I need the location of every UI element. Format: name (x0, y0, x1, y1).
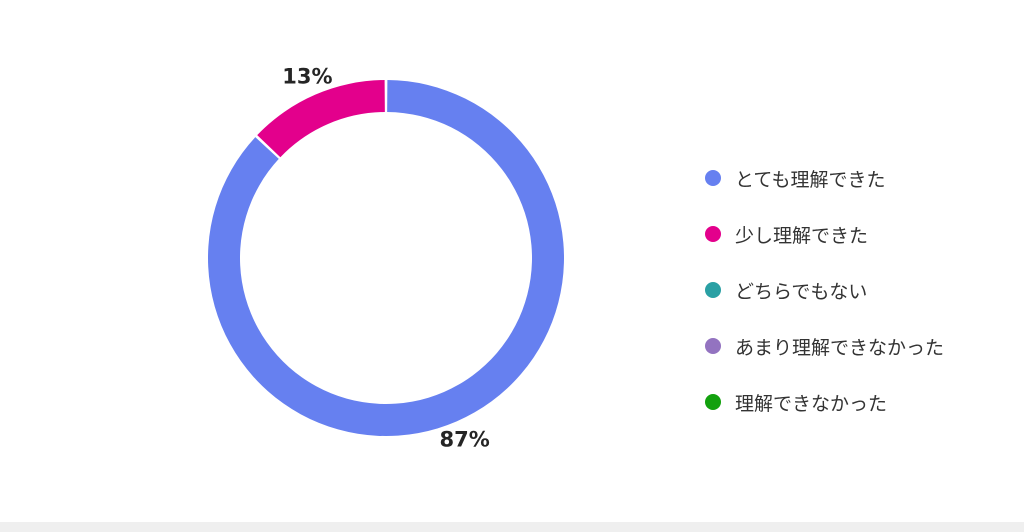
legend-label: どちらでもない (735, 280, 868, 303)
legend-item[interactable]: どちらでもない (705, 262, 944, 318)
slice-data-label: 13% (282, 64, 332, 88)
bottom-strip (0, 522, 1024, 532)
legend-label: あまり理解できなかった (735, 336, 945, 359)
slice-data-label: 87% (440, 428, 490, 452)
legend-label: とても理解できた (735, 168, 886, 191)
legend: とても理解できた 少し理解できた どちらでもない あまり理解できなかった 理解で… (705, 150, 944, 430)
legend-marker (705, 170, 721, 186)
legend-marker (705, 394, 721, 410)
legend-label: 少し理解できた (735, 224, 869, 247)
legend-item[interactable]: 少し理解できた (705, 206, 944, 262)
legend-item[interactable]: とても理解できた (705, 150, 944, 206)
legend-marker (705, 338, 721, 354)
donut-slice[interactable] (257, 80, 385, 158)
legend-item[interactable]: 理解できなかった (705, 374, 944, 430)
legend-marker (705, 282, 721, 298)
legend-marker (705, 226, 721, 242)
legend-item[interactable]: あまり理解できなかった (705, 318, 944, 374)
legend-label: 理解できなかった (735, 392, 888, 415)
